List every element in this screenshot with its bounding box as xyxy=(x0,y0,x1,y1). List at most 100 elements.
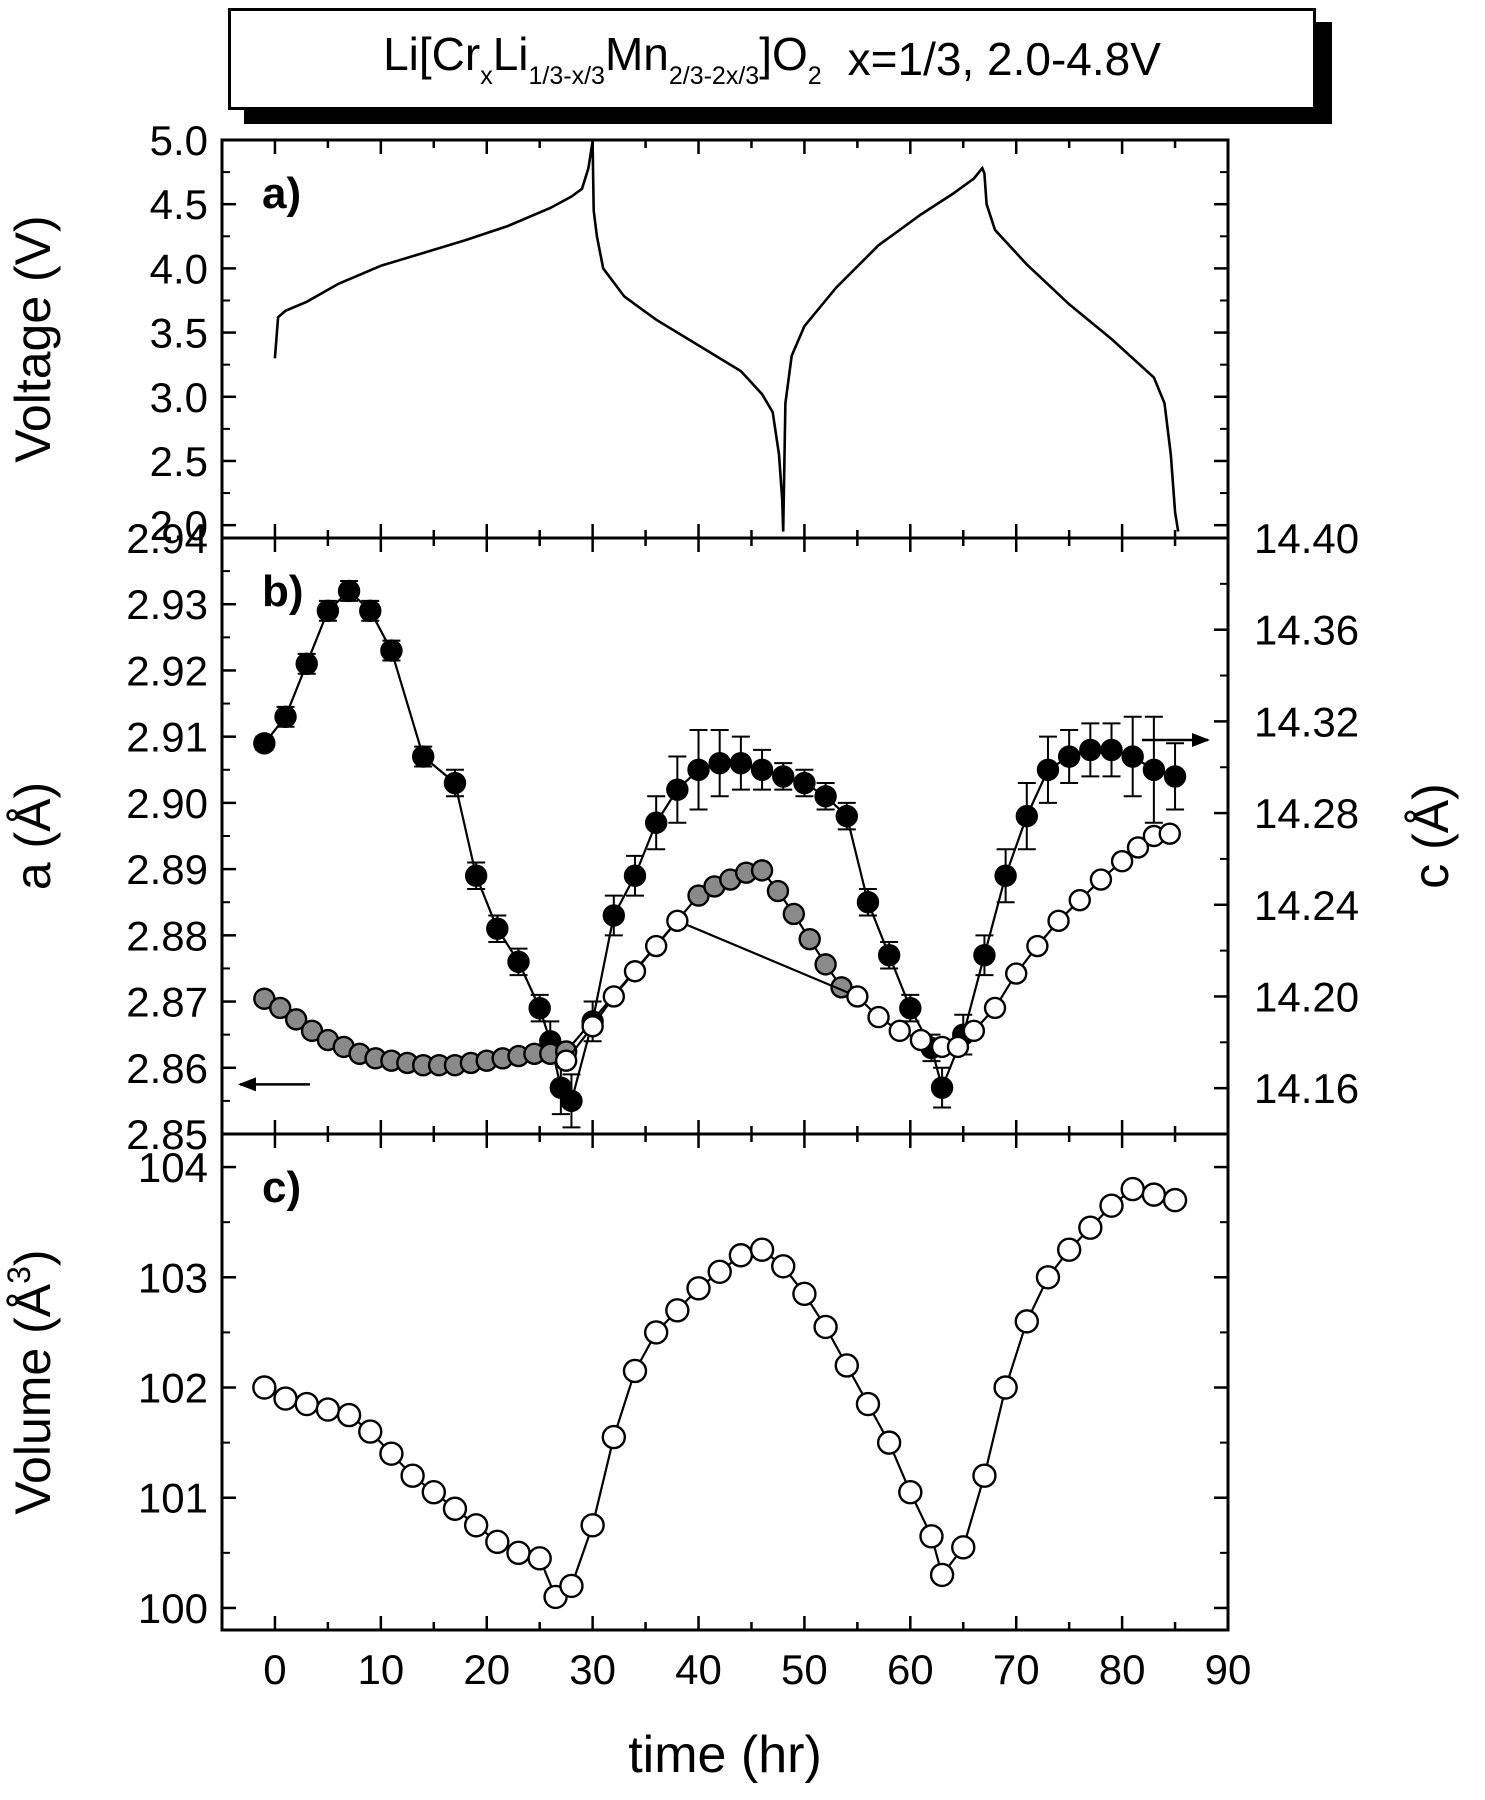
data-point xyxy=(728,1243,754,1268)
data-point xyxy=(336,1402,362,1428)
data-point xyxy=(273,1386,298,1411)
x-tick-label: 10 xyxy=(357,1646,404,1693)
data-point xyxy=(707,1259,732,1284)
data-point xyxy=(1158,822,1181,845)
y-axis-label: Volume (Å3) xyxy=(1,1249,61,1514)
y-right-tick-label: 14.16 xyxy=(1254,1065,1359,1112)
data-point xyxy=(463,1513,489,1538)
data-point xyxy=(973,944,996,967)
y-right-axis-label: c (Å) xyxy=(1403,783,1459,889)
y-tick-label: 100 xyxy=(138,1585,208,1632)
data-point xyxy=(421,1480,446,1505)
y-right-tick-label: 14.32 xyxy=(1254,698,1359,745)
data-point xyxy=(814,953,837,976)
y-tick-label: 2.88 xyxy=(126,912,208,959)
data-point xyxy=(1036,758,1060,781)
data-point xyxy=(686,1276,711,1301)
panel-frame xyxy=(220,536,1230,1136)
y-axis-label-text: Volume (Å xyxy=(5,1283,61,1514)
data-point xyxy=(1026,934,1049,958)
y-tick-label: 2.89 xyxy=(126,846,208,893)
data-point xyxy=(253,732,276,755)
y-axis-label: a (Å) xyxy=(5,782,61,890)
data-point xyxy=(1056,1237,1082,1262)
y-axis-label-sup: 3 xyxy=(1,1266,37,1284)
data-point xyxy=(507,950,530,974)
y-tick-label: 3.5 xyxy=(150,310,208,357)
data-point xyxy=(665,1298,690,1323)
data-point xyxy=(766,879,790,903)
chart-title: Li[CrxLi1/3-x/3Mn2/3-2x/3]O2 x=1/3, 2.0-4… xyxy=(228,8,1316,110)
data-point xyxy=(1015,804,1039,828)
y-tick-label: 103 xyxy=(138,1254,208,1301)
data-point xyxy=(1141,1182,1167,1207)
data-point xyxy=(1162,1187,1188,1213)
data-point xyxy=(1057,745,1081,768)
left-axis-arrowhead xyxy=(238,1077,256,1092)
x-tick-label: 50 xyxy=(781,1646,828,1693)
data-point xyxy=(929,1562,955,1588)
data-point xyxy=(554,1049,578,1072)
data-point xyxy=(771,1254,796,1279)
title-conditions: x=1/3, 2.0-4.8V xyxy=(847,33,1161,85)
x-axis-label: time (hr) xyxy=(628,1726,822,1784)
panel-label: a) xyxy=(262,169,301,218)
data-point xyxy=(252,1375,277,1400)
data-point xyxy=(846,985,869,1008)
data-point xyxy=(793,771,816,795)
data-point xyxy=(337,579,361,603)
x-tick-label: 40 xyxy=(675,1646,722,1693)
x-tick-label: 30 xyxy=(569,1646,616,1693)
data-point xyxy=(708,751,731,775)
data-point xyxy=(951,1535,976,1560)
y-tick-label: 2.93 xyxy=(126,581,208,628)
data-point xyxy=(527,1546,552,1571)
x-tick-label: 60 xyxy=(887,1646,934,1693)
data-point xyxy=(602,985,626,1008)
title-formula: Li[CrxLi1/3-x/3Mn2/3-2x/3]O2 xyxy=(383,28,822,90)
data-point xyxy=(1099,1193,1124,1218)
plot-area xyxy=(273,141,1180,532)
data-point xyxy=(284,1008,308,1031)
y-tick-label: 5.0 xyxy=(150,117,208,164)
data-point xyxy=(962,1019,986,1043)
data-point xyxy=(622,1358,648,1384)
x-tick-label: 70 xyxy=(993,1646,1040,1693)
y-tick-label: 2.86 xyxy=(126,1045,208,1092)
data-point xyxy=(1163,765,1187,788)
data-point xyxy=(486,917,509,940)
y-tick-label: 2.94 xyxy=(126,515,208,562)
data-point xyxy=(919,1524,944,1549)
voltage-curve xyxy=(273,141,1180,532)
y-right-tick-label: 14.20 xyxy=(1254,973,1359,1020)
plot-area xyxy=(253,579,1187,1129)
series-line xyxy=(263,589,1176,1104)
panel-frame xyxy=(220,138,1230,540)
data-point xyxy=(782,902,806,926)
data-point xyxy=(316,599,340,623)
y-tick-label: 2.91 xyxy=(126,714,208,761)
data-point xyxy=(835,804,858,828)
data-point xyxy=(666,778,689,801)
data-point xyxy=(580,1513,605,1538)
data-point xyxy=(877,944,901,967)
right-axis-arrowhead xyxy=(1192,732,1210,747)
data-point xyxy=(560,1089,583,1113)
data-point xyxy=(295,652,318,676)
data-point xyxy=(888,1019,911,1043)
data-point xyxy=(994,864,1017,887)
data-point xyxy=(867,1005,890,1029)
data-point xyxy=(1110,850,1134,873)
data-point xyxy=(485,1529,510,1555)
data-point xyxy=(1100,738,1123,762)
data-point xyxy=(729,751,753,775)
data-point xyxy=(269,996,292,1020)
data-point xyxy=(315,1397,341,1422)
data-point xyxy=(464,864,488,887)
data-point xyxy=(359,599,382,623)
y-tick-label: 2.0 xyxy=(150,502,208,549)
y-tick-label: 2.5 xyxy=(150,438,208,485)
data-point xyxy=(644,934,668,958)
data-point xyxy=(1014,1309,1040,1334)
